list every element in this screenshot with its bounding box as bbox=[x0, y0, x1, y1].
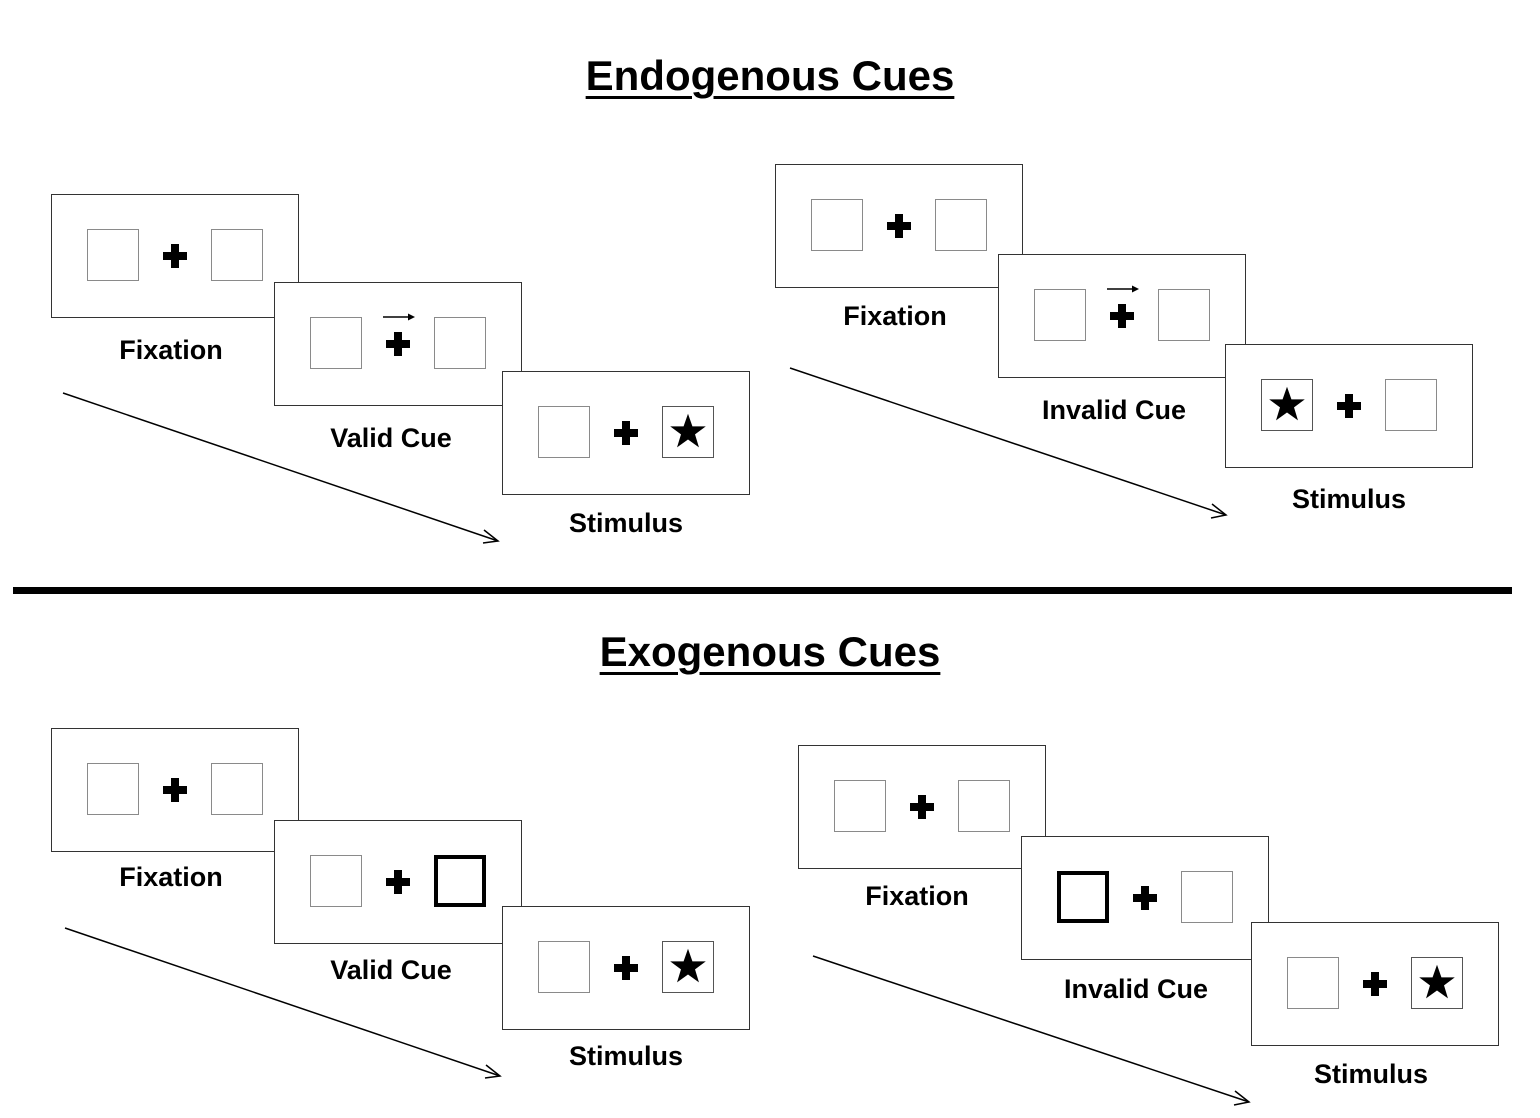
endo-invalid-cue-screen bbox=[998, 254, 1246, 378]
placeholder-box-left bbox=[538, 941, 590, 993]
section-divider bbox=[13, 587, 1512, 594]
time-arrow-endo-valid bbox=[62, 392, 500, 544]
exo-valid-fixation-screen bbox=[51, 728, 299, 852]
target-box-right bbox=[662, 941, 714, 993]
placeholder-box-right bbox=[958, 780, 1010, 832]
target-box-left bbox=[1261, 379, 1313, 431]
endo-invalid-stimulus-screen bbox=[1225, 344, 1473, 468]
time-arrow-exo-valid bbox=[64, 927, 502, 1079]
endo-valid-fixation-label: Fixation bbox=[119, 335, 223, 365]
fixation-cross-icon bbox=[163, 244, 187, 268]
fixation-cross-icon bbox=[887, 214, 911, 238]
star-target-icon bbox=[670, 948, 706, 983]
exo-invalid-stimulus-screen bbox=[1251, 922, 1499, 1046]
endo-valid-stimulus-label: Stimulus bbox=[568, 508, 683, 538]
placeholder-box-left bbox=[1034, 289, 1086, 341]
fixation-cross-icon bbox=[386, 332, 410, 356]
exogenous-title: Exogenous Cues bbox=[599, 628, 941, 675]
placeholder-box-left bbox=[538, 406, 590, 458]
endo-valid-cue-label: Valid Cue bbox=[330, 423, 452, 453]
endo-invalid-stimulus-label: Stimulus bbox=[1291, 484, 1406, 514]
endogenous-title: Endogenous Cues bbox=[585, 52, 955, 99]
exo-invalid-fixation-label: Fixation bbox=[865, 881, 969, 911]
placeholder-box-right bbox=[211, 763, 263, 815]
endo-valid-fixation-screen bbox=[51, 194, 299, 318]
exo-valid-stimulus-label: Stimulus bbox=[568, 1041, 683, 1071]
star-target-icon bbox=[1269, 386, 1305, 421]
target-box-right bbox=[662, 406, 714, 458]
fixation-cross-icon bbox=[386, 870, 410, 894]
fixation-cross-icon bbox=[910, 795, 934, 819]
placeholder-box-right bbox=[211, 229, 263, 281]
placeholder-box-left bbox=[811, 199, 863, 251]
exo-invalid-cue-label: Invalid Cue bbox=[1063, 974, 1209, 1004]
endo-invalid-fixation-screen bbox=[775, 164, 1023, 288]
exo-valid-cue-label: Valid Cue bbox=[330, 955, 452, 985]
endo-valid-stimulus-screen bbox=[502, 371, 750, 495]
endo-invalid-cue-label: Invalid Cue bbox=[1041, 395, 1187, 425]
placeholder-box-left bbox=[1287, 957, 1339, 1009]
time-arrow-exo-invalid bbox=[812, 955, 1251, 1106]
placeholder-box-left bbox=[310, 855, 362, 907]
star-target-icon bbox=[1419, 964, 1455, 999]
endo-valid-cue-screen bbox=[274, 282, 522, 406]
placeholder-box-right bbox=[935, 199, 987, 251]
fixation-cross-icon bbox=[1110, 304, 1134, 328]
star-target-icon bbox=[670, 413, 706, 448]
placeholder-box-right bbox=[1158, 289, 1210, 341]
exo-valid-stimulus-screen bbox=[502, 906, 750, 1030]
highlighted-box-right bbox=[434, 855, 486, 907]
placeholder-box-left bbox=[310, 317, 362, 369]
fixation-cross-icon bbox=[1337, 394, 1361, 418]
fixation-cross-icon bbox=[614, 956, 638, 980]
exo-valid-fixation-label: Fixation bbox=[119, 862, 223, 892]
fixation-cross-icon bbox=[1363, 972, 1387, 996]
placeholder-box-left bbox=[834, 780, 886, 832]
placeholder-box-left bbox=[87, 229, 139, 281]
placeholder-box-right bbox=[1181, 871, 1233, 923]
time-arrow-endo-invalid bbox=[789, 367, 1228, 519]
right-arrow-cue-icon bbox=[383, 313, 415, 321]
fixation-cross-icon bbox=[163, 778, 187, 802]
exo-invalid-stimulus-label: Stimulus bbox=[1313, 1059, 1428, 1089]
highlighted-box-left bbox=[1057, 871, 1109, 923]
fixation-cross-icon bbox=[614, 421, 638, 445]
target-box-right bbox=[1411, 957, 1463, 1009]
exo-invalid-fixation-screen bbox=[798, 745, 1046, 869]
fixation-cross-icon bbox=[1133, 886, 1157, 910]
placeholder-box-left bbox=[87, 763, 139, 815]
endo-invalid-fixation-label: Fixation bbox=[843, 301, 947, 331]
exo-invalid-cue-screen bbox=[1021, 836, 1269, 960]
right-arrow-cue-icon bbox=[1107, 285, 1139, 293]
placeholder-box-right bbox=[434, 317, 486, 369]
placeholder-box-right bbox=[1385, 379, 1437, 431]
exo-valid-cue-screen bbox=[274, 820, 522, 944]
